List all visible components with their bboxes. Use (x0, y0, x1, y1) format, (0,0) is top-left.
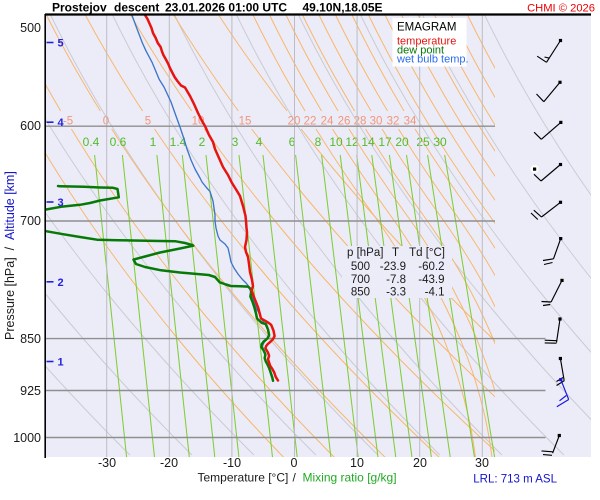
svg-text:30: 30 (475, 456, 489, 470)
svg-text:EMAGRAM: EMAGRAM (397, 22, 456, 34)
svg-text:4: 4 (256, 135, 263, 149)
svg-text:-23.9: -23.9 (380, 261, 406, 273)
svg-text:49.10N,18.05E: 49.10N,18.05E (303, 1, 383, 15)
svg-text:-3.3: -3.3 (386, 287, 406, 299)
svg-text:925: 925 (20, 384, 41, 398)
svg-text:12: 12 (345, 135, 359, 149)
svg-text:850: 850 (20, 332, 41, 346)
svg-text:26: 26 (338, 115, 351, 127)
svg-text:0: 0 (103, 115, 109, 127)
svg-text:-7.8: -7.8 (386, 274, 406, 286)
svg-text:10: 10 (329, 135, 343, 149)
svg-text:1000: 1000 (13, 431, 41, 445)
svg-text:Td [°C]: Td [°C] (409, 247, 445, 259)
svg-text:3: 3 (232, 135, 239, 149)
svg-text:34: 34 (404, 115, 417, 127)
svg-text:1: 1 (150, 135, 157, 149)
svg-text:23.01.2026 01:00 UTC: 23.01.2026 01:00 UTC (165, 1, 287, 15)
svg-text:22: 22 (304, 115, 317, 127)
svg-text:1: 1 (58, 357, 64, 369)
svg-text:1.4: 1.4 (170, 135, 187, 149)
svg-text:500: 500 (20, 21, 41, 35)
svg-text:17: 17 (378, 135, 392, 149)
svg-text:/: / (293, 471, 297, 485)
svg-text:30: 30 (370, 115, 383, 127)
svg-text:Prostejov: Prostejov (52, 1, 107, 15)
svg-text:T: T (392, 247, 399, 259)
svg-text:-20: -20 (160, 456, 178, 470)
svg-text:2: 2 (58, 277, 64, 289)
svg-text:500: 500 (351, 261, 370, 273)
svg-text:-4.1: -4.1 (425, 287, 445, 299)
svg-text:32: 32 (387, 115, 400, 127)
svg-text:700: 700 (20, 214, 41, 228)
svg-text:5: 5 (145, 115, 151, 127)
svg-text:10: 10 (350, 456, 364, 470)
svg-text:-60.2: -60.2 (418, 261, 444, 273)
svg-text:600: 600 (20, 119, 41, 133)
svg-text:p [hPa]: p [hPa] (347, 247, 383, 259)
svg-text:24: 24 (321, 115, 334, 127)
svg-text:850: 850 (351, 287, 370, 299)
svg-text:Mixing ratio [g/kg]: Mixing ratio [g/kg] (303, 471, 397, 485)
svg-text:-30: -30 (98, 456, 116, 470)
svg-text:700: 700 (351, 274, 370, 286)
svg-text:0.6: 0.6 (110, 135, 127, 149)
svg-text:-10: -10 (223, 456, 241, 470)
svg-text:15: 15 (239, 115, 252, 127)
svg-text:temperature: temperature (397, 36, 456, 48)
svg-text:-5: -5 (63, 115, 73, 127)
svg-text:Pressure [hPa] / Altitude [k: Pressure [hPa] / Altitude [km] (3, 171, 17, 340)
svg-text:4: 4 (58, 117, 65, 129)
svg-text:wet bulb temp.: wet bulb temp. (396, 54, 469, 66)
svg-text:2: 2 (199, 135, 206, 149)
svg-text:30: 30 (433, 135, 447, 149)
svg-text:Temperature [°C]: Temperature [°C] (198, 471, 289, 485)
svg-text:20: 20 (413, 456, 427, 470)
svg-text:20: 20 (395, 135, 409, 149)
svg-text:0.4: 0.4 (83, 135, 100, 149)
svg-text:descent: descent (114, 1, 159, 15)
svg-text:CHMI © 2026: CHMI © 2026 (527, 3, 595, 15)
svg-text:0: 0 (291, 456, 298, 470)
svg-text:6: 6 (289, 135, 296, 149)
svg-text:8: 8 (315, 135, 322, 149)
svg-text:3: 3 (58, 197, 64, 209)
svg-text:LRL: 713 m ASL: LRL: 713 m ASL (473, 474, 557, 486)
svg-text:dew point: dew point (397, 45, 444, 57)
svg-text:14: 14 (361, 135, 375, 149)
svg-text:-43.9: -43.9 (418, 274, 444, 286)
svg-text:25: 25 (416, 135, 430, 149)
svg-text:5: 5 (58, 38, 64, 50)
